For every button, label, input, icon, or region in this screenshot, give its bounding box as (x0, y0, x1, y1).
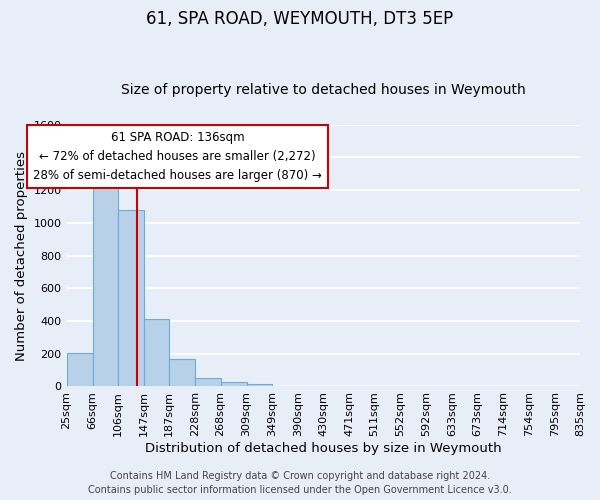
Bar (118, 210, 144, 386)
Bar (67, 353, 92, 386)
Y-axis label: Number of detached properties: Number of detached properties (15, 150, 28, 360)
Bar (144, 320, 169, 386)
Bar (195, 378, 221, 386)
Text: 61 SPA ROAD: 136sqm
← 72% of detached houses are smaller (2,272)
28% of semi-det: 61 SPA ROAD: 136sqm ← 72% of detached ho… (33, 131, 322, 182)
Text: 61, SPA ROAD, WEYMOUTH, DT3 5EP: 61, SPA ROAD, WEYMOUTH, DT3 5EP (146, 10, 454, 28)
Bar (247, 384, 272, 386)
X-axis label: Distribution of detached houses by size in Weymouth: Distribution of detached houses by size … (145, 442, 502, 455)
Title: Size of property relative to detached houses in Weymouth: Size of property relative to detached ho… (121, 83, 526, 97)
Bar (92, 186, 118, 386)
Bar (221, 382, 247, 386)
Bar (169, 360, 195, 386)
Text: Contains HM Land Registry data © Crown copyright and database right 2024.
Contai: Contains HM Land Registry data © Crown c… (88, 471, 512, 495)
